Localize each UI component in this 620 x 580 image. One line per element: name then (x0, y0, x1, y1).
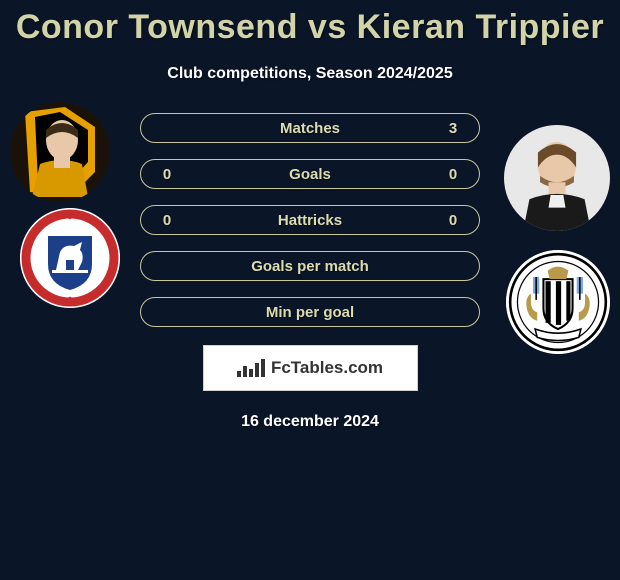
stat-row-matches: Matches 3 (140, 113, 480, 143)
stat-label: Goals per match (251, 258, 369, 275)
player-right-avatar (504, 125, 610, 231)
brand-text: FcTables.com (271, 358, 383, 378)
stat-value-right: 3 (443, 120, 463, 137)
page-title: Conor Townsend vs Kieran Trippier (0, 0, 620, 47)
player-left-avatar (10, 102, 110, 202)
stat-value-left: 0 (157, 166, 177, 183)
stat-value-left: 0 (157, 212, 177, 229)
club-right-crest (506, 250, 610, 354)
stat-value-right: 0 (443, 166, 463, 183)
subtitle: Club competitions, Season 2024/2025 (0, 65, 620, 83)
brand-box: FcTables.com (203, 345, 418, 391)
stat-row-goals: 0 Goals 0 (140, 159, 480, 189)
stat-label: Hattricks (278, 212, 342, 229)
stat-label: Goals (289, 166, 331, 183)
bar-chart-icon (237, 359, 265, 377)
stat-row-goals-per-match: Goals per match (140, 251, 480, 281)
stat-value-right: 0 (443, 212, 463, 229)
stat-row-hattricks: 0 Hattricks 0 (140, 205, 480, 235)
date-text: 16 december 2024 (0, 413, 620, 431)
stat-label: Min per goal (266, 304, 354, 321)
stat-label: Matches (280, 120, 340, 137)
club-left-crest (20, 208, 120, 308)
stat-row-min-per-goal: Min per goal (140, 297, 480, 327)
